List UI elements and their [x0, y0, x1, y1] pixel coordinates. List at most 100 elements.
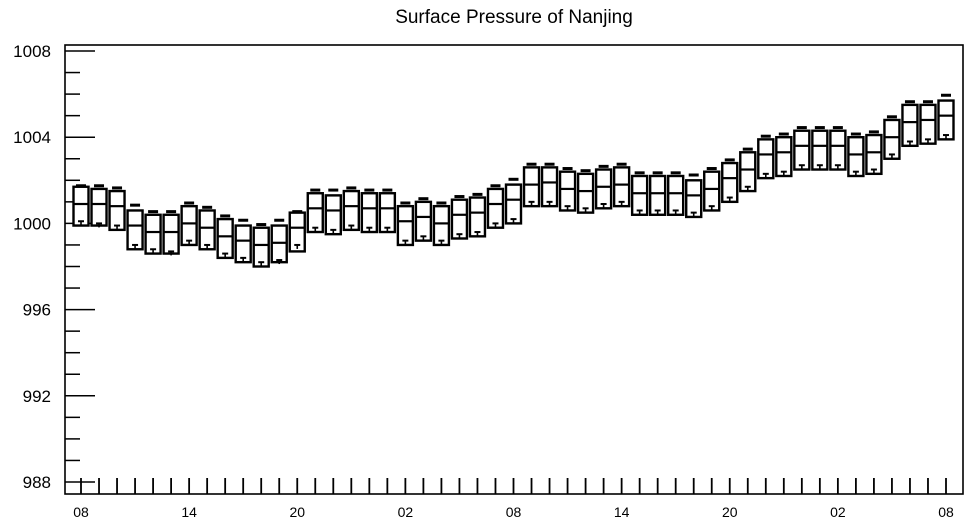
- box-rect: [865, 133, 883, 176]
- box-item: [775, 132, 793, 178]
- box-rect: [504, 183, 523, 225]
- plot-frame: [64, 44, 964, 495]
- box-item: [216, 214, 234, 260]
- box-rect: [378, 192, 397, 234]
- box-item: [126, 203, 144, 251]
- box-item: [648, 171, 667, 216]
- box-series: [72, 93, 955, 268]
- box-item: [468, 192, 487, 238]
- box-item: [180, 201, 198, 247]
- box-rect: [612, 166, 631, 208]
- box-rect: [234, 224, 252, 264]
- box-item: [540, 162, 559, 208]
- x-tick-label: 14: [181, 504, 197, 520]
- box-rect: [576, 172, 595, 214]
- box-item: [558, 167, 577, 212]
- box-item: [162, 210, 180, 256]
- box-item: [450, 195, 469, 240]
- box-rect: [558, 170, 577, 212]
- box-item: [396, 201, 415, 247]
- box-rect: [522, 166, 541, 208]
- y-tick-label: 988: [23, 473, 51, 492]
- box-rect: [324, 194, 342, 236]
- box-item: [757, 134, 775, 180]
- box-rect: [468, 196, 487, 238]
- box-item: [90, 184, 108, 228]
- box-item: [865, 130, 883, 176]
- box-item: [306, 188, 324, 234]
- x-tick-label: 08: [506, 504, 522, 520]
- box-rect: [342, 189, 361, 232]
- box-item: [703, 167, 721, 212]
- box-item: [739, 147, 757, 193]
- box-rect: [162, 213, 180, 255]
- x-tick-label: 02: [398, 504, 414, 520]
- box-item: [432, 201, 451, 247]
- box-item: [937, 93, 955, 141]
- x-tick-label: 08: [938, 504, 954, 520]
- x-tick-label: 02: [830, 504, 846, 520]
- y-tick-label: 1008: [13, 42, 51, 61]
- box-item: [342, 186, 361, 232]
- box-rect: [126, 209, 144, 251]
- box-rect: [594, 168, 613, 210]
- box-item: [234, 218, 252, 264]
- box-item: [72, 184, 90, 227]
- box-rect: [144, 213, 162, 255]
- box-item: [144, 210, 162, 255]
- y-tick-label: 1000: [13, 214, 51, 233]
- box-rect: [721, 161, 739, 204]
- box-item: [847, 132, 865, 178]
- box-rect: [360, 192, 379, 234]
- box-rect: [108, 189, 126, 232]
- box-item: [883, 115, 901, 160]
- box-rect: [919, 103, 937, 145]
- box-rect: [775, 135, 793, 178]
- box-rect: [90, 187, 108, 227]
- box-rect: [486, 187, 505, 229]
- box-item: [252, 223, 270, 268]
- y-tick-label: 1004: [13, 128, 51, 147]
- box-item: [594, 164, 613, 210]
- box-rect: [450, 198, 469, 240]
- x-axis: 08 14 20 02 08 14 20 02 08: [73, 478, 954, 520]
- box-item: [685, 173, 703, 219]
- box-rect: [432, 204, 451, 247]
- box-item: [414, 197, 433, 242]
- box-item: [360, 188, 379, 234]
- box-rect: [901, 103, 919, 148]
- box-rect: [72, 185, 90, 227]
- x-tick-label: 14: [614, 504, 630, 520]
- box-rect: [252, 226, 270, 268]
- box-item: [576, 169, 595, 214]
- box-rect: [216, 217, 234, 260]
- box-rect: [811, 129, 829, 171]
- box-rect: [666, 174, 685, 216]
- box-rect: [793, 129, 811, 171]
- box-item: [721, 158, 739, 204]
- box-rect: [937, 99, 955, 141]
- x-tick-label: 20: [289, 504, 305, 520]
- box-rect: [198, 209, 216, 251]
- box-item: [919, 100, 937, 145]
- box-item: [270, 218, 288, 265]
- box-rect: [829, 129, 847, 171]
- box-rect: [883, 118, 901, 160]
- box-item: [522, 162, 541, 208]
- box-item: [504, 177, 523, 225]
- y-tick-label: 996: [23, 301, 51, 320]
- box-rect: [540, 166, 559, 208]
- box-item: [901, 100, 919, 148]
- box-rect: [757, 138, 775, 180]
- box-item: [829, 126, 847, 171]
- box-item: [324, 188, 342, 236]
- box-item: [108, 186, 126, 232]
- box-rect: [630, 174, 649, 216]
- box-item: [793, 126, 811, 171]
- box-item: [811, 126, 829, 171]
- box-rect: [396, 204, 415, 247]
- box-rect: [703, 170, 721, 212]
- box-item: [288, 210, 306, 253]
- box-rect: [847, 135, 865, 178]
